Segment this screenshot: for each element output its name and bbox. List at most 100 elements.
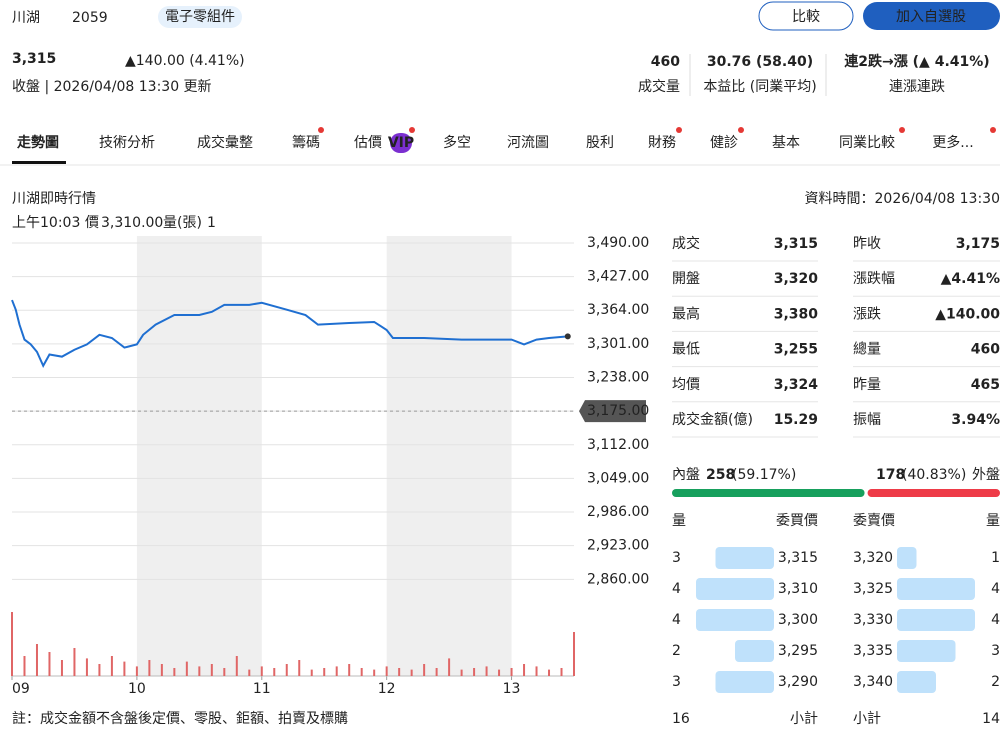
quote-value: 3,175 [956,236,1000,252]
volume-bar [11,612,13,676]
tab[interactable]: 技術分析 [99,135,155,151]
tab[interactable]: 同業比較 [839,135,895,151]
outer-percent: (40.83%) [902,467,966,483]
volume-bar [285,664,288,676]
active-tab-underline [12,161,66,164]
volume-bar [185,661,188,676]
tab[interactable]: 走勢圖 [17,134,59,151]
quote-value: 460 [971,342,1000,358]
price-line [11,299,568,368]
volume-bar [148,660,151,676]
quote-label: 成交 [672,235,700,252]
volume-bar [248,669,251,676]
bid-bar [696,578,774,600]
total-label: 小計 [790,711,818,727]
quote-label: 漲跌幅 [853,271,895,287]
quote-value: 3,380 [774,306,819,322]
y-tick-label: 3,238.00 [587,369,649,385]
stat-label: 連漲連跌 [889,79,945,95]
y-tick-label: 3,175.00 [587,403,649,419]
volume-bar [273,668,276,676]
quote-value: 3.94% [951,412,1000,428]
ask-bar [897,640,956,662]
sector-tag [158,6,242,28]
quote-value: 465 [971,377,1000,393]
watchlist-label[interactable]: 加入自選股 [896,9,966,25]
ob-header: 委賣價 [853,512,895,529]
volume-bar [260,666,263,676]
x-tick-label: 11 [253,681,271,697]
footnote: 註：成交金額不含盤後定價、零股、鉅額、拍賣及標購 [12,710,348,727]
x-tick-label: 10 [128,681,146,697]
volume-bar [535,666,538,676]
quote-label: 昨收 [853,236,881,252]
total-label: 小計 [853,711,881,727]
volume-bar [485,666,488,676]
volume-bar [298,660,301,676]
tab[interactable]: 財務 [648,135,676,151]
volume-bar [135,666,138,676]
volume-bar [498,669,501,676]
bid-price: 3,300 [778,612,818,628]
outer-volume: 178 [876,467,905,483]
tab[interactable]: 多空 [443,134,471,151]
volume-bar [360,668,363,676]
quote-label: 均價 [672,376,700,393]
ob-header: 量 [986,513,1000,529]
quote-value: 3,315 [774,236,818,252]
sector: 電子零組件 [165,9,235,25]
price: 3,315 [12,51,56,67]
bid-qty: 3 [672,550,681,566]
inner-bar [672,489,865,497]
status: 收盤 | 2026/04/08 13:30 更新 [12,79,212,95]
stat-label: 本益比 (同業平均) [703,79,816,95]
quote-value: 3,320 [774,271,819,287]
tab[interactable]: 河流圖 [507,135,549,151]
y-tick-label: 2,923.00 [587,538,649,554]
bid-qty: 4 [672,612,681,628]
ask-total: 14 [982,711,1000,727]
y-tick-label: 3,301.00 [587,336,649,352]
ask-price: 3,335 [853,643,893,659]
volume-bar [35,644,38,676]
tab[interactable]: 更多... [932,134,973,151]
tab[interactable]: 估價 [354,134,382,151]
bid-qty: 3 [672,674,681,690]
ask-qty: 1 [991,550,1000,566]
x-tick-label: 13 [503,681,521,697]
stock-name: 川湖 [12,10,40,26]
tab[interactable]: 健診 [710,135,738,151]
bid-total: 16 [672,711,690,727]
bid-qty: 4 [672,581,681,597]
tab[interactable]: 股利 [586,135,614,151]
y-tick-label: 3,364.00 [587,302,649,318]
quote-label: 漲跌 [853,306,881,322]
y-tick-label: 2,986.00 [587,504,649,520]
tab[interactable]: 基本 [772,134,800,151]
ask-price: 3,325 [853,581,893,597]
ob-header: 委買價 [776,512,818,529]
ask-price: 3,330 [853,612,893,628]
tab[interactable]: 籌碼 [292,135,320,151]
bid-price: 3,290 [778,674,818,690]
stat-label: 成交量 [638,78,680,95]
compare-button[interactable] [758,1,854,31]
ask-qty: 4 [991,581,1000,597]
compare-label[interactable]: 比較 [792,9,820,25]
bid-bar [735,640,774,662]
watchlist-button[interactable] [863,2,1000,30]
quote-label: 昨量 [853,377,881,393]
tab[interactable]: 成交彙整 [197,134,253,151]
inner-percent: (59.17%) [732,467,796,483]
tab-dot [318,127,324,133]
volume-bar [423,664,426,676]
tab-dot [899,127,905,133]
band [136,236,262,676]
outer-bar [867,489,1000,497]
stat-value: 連2跌→漲 (▲ 4.41%) [844,53,989,70]
stat-value: 460 [651,54,680,70]
vip-badge [390,133,412,153]
tab-dot [990,127,996,133]
ask-price: 3,320 [853,550,893,566]
